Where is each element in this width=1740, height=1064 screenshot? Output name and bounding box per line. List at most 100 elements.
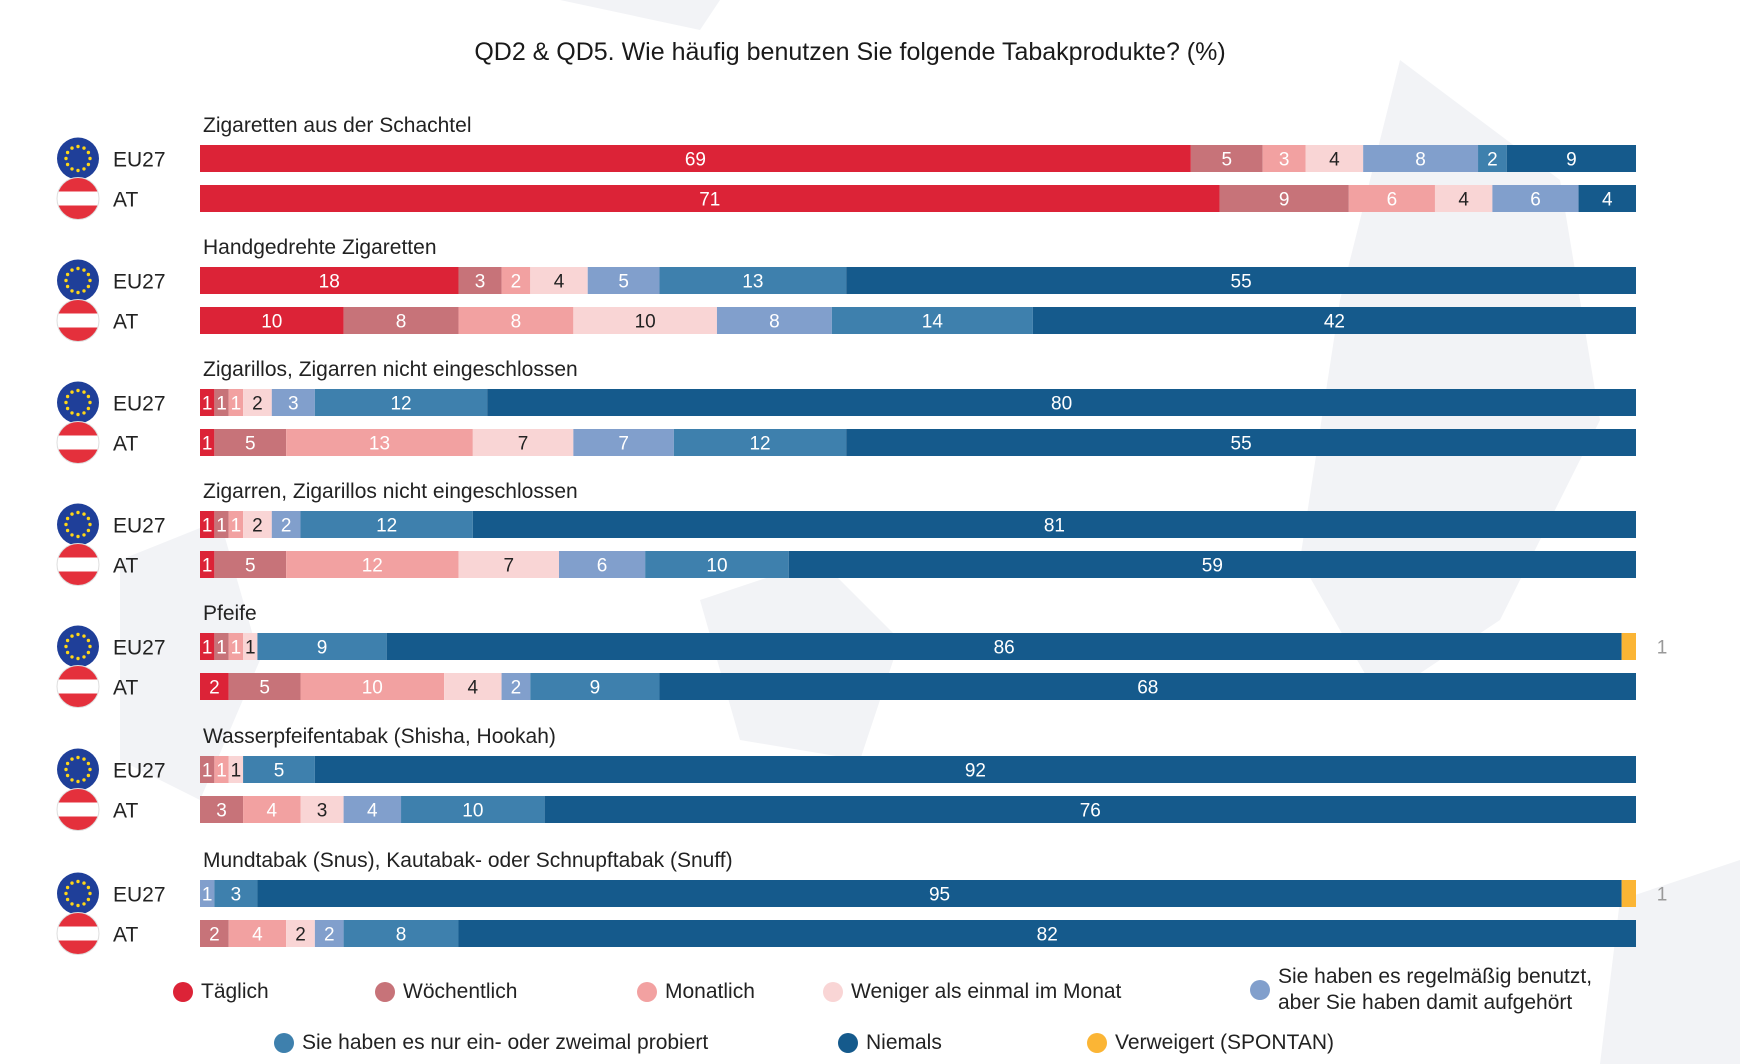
bar-segment-aufgehoert — [271, 389, 315, 416]
data-label-outside: 1 — [1657, 638, 1668, 659]
eu-flag-icon — [57, 381, 99, 424]
data-label: 2 — [511, 678, 522, 699]
data-label: 69 — [685, 150, 706, 171]
eu-flag-star — [82, 411, 86, 415]
data-label: 4 — [554, 272, 565, 293]
row-label-eu27: EU27 — [113, 637, 166, 660]
data-label: 12 — [749, 434, 770, 455]
at-flag-white — [57, 313, 99, 328]
eu-flag-star — [82, 268, 86, 272]
bar-segment-aufgehoert — [501, 673, 531, 700]
at-flag-icon — [56, 665, 100, 708]
eu-flag-star — [70, 778, 74, 782]
bar-segment-woechentlich — [200, 756, 215, 783]
data-label: 10 — [706, 556, 727, 577]
bar-segment-probiert — [659, 267, 847, 294]
bar-segment-taeglich — [200, 267, 459, 294]
data-label: 4 — [1329, 150, 1340, 171]
bar-segment-weniger — [458, 551, 559, 578]
data-label: 1 — [202, 638, 213, 659]
eu-flag-star — [65, 394, 70, 399]
data-label: 5 — [245, 434, 256, 455]
bar-segment-weniger — [573, 307, 717, 334]
bar-segment-woechentlich — [200, 796, 244, 823]
eu-flag-star — [64, 522, 68, 527]
bar-segment-monatlich — [1348, 185, 1435, 212]
chart-title: QD2 & QD5. Wie häufig benutzen Sie folge… — [474, 38, 1226, 66]
bar-segment-taeglich — [200, 389, 215, 416]
bar-segment-niemals — [544, 796, 1636, 823]
bar-segment-probiert — [257, 633, 387, 660]
eu-flag-star — [65, 528, 70, 533]
eu-flag-star — [76, 879, 80, 884]
at-flag-icon — [56, 177, 100, 220]
bar-segment-weniger — [286, 920, 315, 947]
eu-flag-star — [65, 650, 70, 655]
eu-flag-star — [65, 406, 70, 411]
data-label: 7 — [503, 556, 514, 577]
eu-flag-star — [82, 881, 86, 885]
bar-segment-weniger — [243, 633, 258, 660]
eu-flag-star — [82, 512, 86, 516]
data-label: 2 — [252, 516, 263, 537]
data-label: 9 — [1279, 190, 1290, 211]
bar-segment-probiert — [1478, 145, 1507, 172]
eu-flag-star — [70, 167, 74, 171]
bar-segment-probiert — [314, 389, 488, 416]
data-label: 14 — [922, 312, 944, 333]
data-label: 5 — [259, 678, 270, 699]
data-label: 12 — [390, 394, 411, 415]
bar-segment-monatlich — [243, 796, 301, 823]
eu-flag-star — [76, 412, 80, 417]
eu-flag-icon — [57, 748, 99, 791]
data-label: 3 — [216, 801, 227, 822]
data-label: 12 — [362, 556, 383, 577]
product-title: Wasserpfeifentabak (Shisha, Hookah) — [203, 725, 556, 748]
row-label-at: AT — [113, 555, 138, 578]
data-label: 4 — [267, 801, 278, 822]
bar-segment-aufgehoert — [314, 920, 344, 947]
eu-flag-star — [82, 655, 86, 659]
eu-flag-star — [65, 773, 70, 778]
eu-flag-star — [76, 534, 80, 539]
eu-flag-star — [82, 289, 86, 293]
bar-segment-woechentlich — [214, 551, 287, 578]
bar-segment-niemals — [386, 633, 1622, 660]
at-flag-white — [57, 191, 99, 206]
data-label: 4 — [367, 801, 378, 822]
row-label-at: AT — [113, 924, 138, 947]
bar-segment-aufgehoert — [1363, 145, 1479, 172]
data-label: 92 — [965, 761, 986, 782]
bar-segment-monatlich — [300, 673, 445, 700]
bar-segment-woechentlich — [200, 920, 229, 947]
eu-flag-star — [86, 638, 91, 643]
bar-segment-probiert — [645, 551, 789, 578]
data-label: 8 — [511, 312, 522, 333]
bar-segment-aufgehoert — [200, 880, 215, 907]
eu-flag-star — [70, 268, 74, 272]
product-title: Zigarren, Zigarillos nicht eingeschlosse… — [203, 480, 578, 503]
data-label: 1 — [202, 885, 213, 906]
product-title: Zigaretten aus der Schachtel — [203, 114, 472, 137]
data-label: 2 — [209, 925, 220, 946]
data-label: 1 — [216, 761, 227, 782]
bar-segment-monatlich — [286, 429, 473, 456]
eu-flag-star — [88, 644, 92, 649]
row-label-at: AT — [113, 800, 138, 823]
data-label: 81 — [1044, 516, 1065, 537]
bar-segment-weniger — [444, 673, 502, 700]
bar-segment-taeglich — [200, 511, 215, 538]
eu-flag-star — [64, 891, 68, 896]
bar-segment-weniger — [1305, 145, 1364, 172]
eu-flag-star — [82, 390, 86, 394]
data-label: 4 — [468, 678, 479, 699]
data-label: 4 — [252, 925, 263, 946]
data-label: 71 — [699, 190, 720, 211]
data-label: 1 — [216, 516, 227, 537]
data-label: 10 — [635, 312, 656, 333]
bar-segment-weniger — [1434, 185, 1493, 212]
bar-segment-woechentlich — [1219, 185, 1349, 212]
eu-flag-icon — [57, 872, 99, 915]
